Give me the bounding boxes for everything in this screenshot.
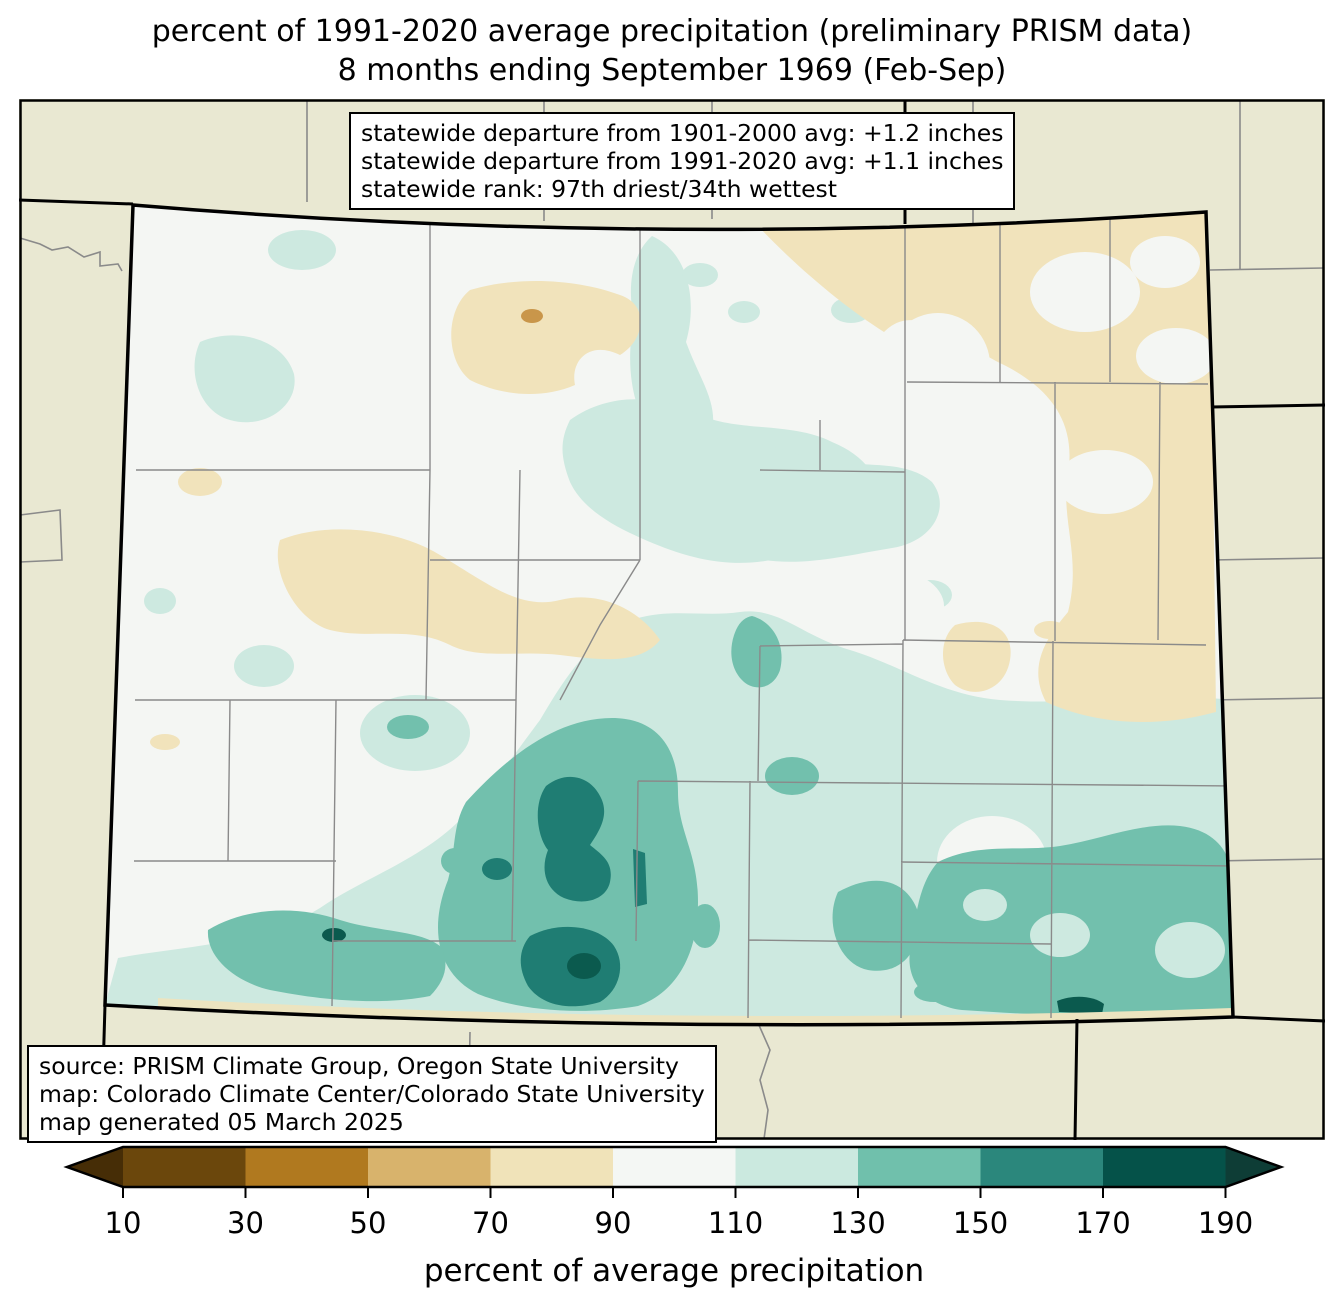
contour-90-110 xyxy=(1136,328,1216,384)
source-line-3: map generated 05 March 2025 xyxy=(39,1108,404,1136)
tick-label-90: 90 xyxy=(595,1206,632,1240)
colorbar-segment xyxy=(368,1147,491,1187)
colorbar-arrow-under xyxy=(67,1147,123,1187)
contour-150-170 xyxy=(482,858,512,880)
statewide-stats-box: statewide departure from 1901-2000 avg: … xyxy=(349,112,1016,210)
contour-70-90 xyxy=(451,280,641,395)
contour-90-110 xyxy=(1130,236,1200,288)
contour-170-190 xyxy=(567,953,601,979)
tick-label-10: 10 xyxy=(105,1206,142,1240)
contour-130-150 xyxy=(387,715,429,739)
contour-70-90 xyxy=(1034,621,1066,639)
contour-110-130 xyxy=(234,645,294,687)
contour-110-130 xyxy=(144,588,176,614)
contour-70-90 xyxy=(745,208,1216,723)
tick-label-150: 150 xyxy=(953,1206,1008,1240)
contour-70-90 xyxy=(150,734,180,750)
tick-label-50: 50 xyxy=(350,1206,387,1240)
contour-170-190 xyxy=(322,928,346,942)
colorbar-segments xyxy=(67,1147,1281,1187)
contour-110-130 xyxy=(728,301,760,323)
contour-110-130-holes xyxy=(963,889,1225,978)
title-line-1: percent of 1991-2020 average precipitati… xyxy=(151,14,1193,49)
contour-90-110 xyxy=(820,568,944,644)
contour-90-110 xyxy=(886,313,990,417)
colorbar-segment xyxy=(613,1147,736,1187)
colorbar-segment xyxy=(245,1147,368,1187)
tick-label-70: 70 xyxy=(472,1206,509,1240)
tick-label-190: 190 xyxy=(1198,1206,1253,1240)
contour-70-90 xyxy=(178,468,222,496)
contour-70-90 xyxy=(942,621,1011,692)
contour-130-150 xyxy=(914,982,954,1002)
colorado-county-lines xyxy=(134,216,1233,1019)
figure-title: percent of 1991-2020 average precipitati… xyxy=(0,12,1344,90)
colorbar-segment xyxy=(123,1147,246,1187)
contour-130-150 xyxy=(832,880,920,971)
contour-110-130 xyxy=(268,230,336,270)
contour-170-190-group xyxy=(322,928,1104,1014)
contour-90-110 xyxy=(1057,450,1153,514)
colorbar-segment xyxy=(858,1147,981,1187)
contour-70-90 xyxy=(277,529,660,660)
colorbar-arrow-over xyxy=(1225,1147,1281,1187)
contour-170-190 xyxy=(1057,996,1104,1014)
contour-70-90-group xyxy=(150,208,1216,750)
contour-130-150 xyxy=(207,910,446,1002)
colorbar-segment xyxy=(490,1147,613,1187)
contour-110-130 xyxy=(1155,922,1225,978)
contour-130-150 xyxy=(731,616,782,688)
contour-110-130 xyxy=(660,438,940,562)
stats-line-2: statewide departure from 1991-2020 avg: … xyxy=(361,147,1004,175)
contour-110-130 xyxy=(194,335,295,423)
contour-110-130 xyxy=(963,889,1007,921)
contour-130-150 xyxy=(690,904,720,948)
stats-line-3: statewide rank: 97th driest/34th wettest xyxy=(361,175,838,203)
contour-150-170 xyxy=(633,849,647,907)
contour-130-150 xyxy=(441,848,469,874)
source-line-2: map: Colorado Climate Center/Colorado St… xyxy=(39,1080,705,1108)
contour-150-170 xyxy=(537,776,611,902)
tick-label-110: 110 xyxy=(708,1206,763,1240)
contour-90-110 xyxy=(1030,252,1140,332)
colorbar-segment xyxy=(980,1147,1103,1187)
tick-label-130: 130 xyxy=(830,1206,885,1240)
source-attribution-box: source: PRISM Climate Group, Oregon Stat… xyxy=(27,1045,717,1143)
precipitation-map xyxy=(19,99,1325,1140)
colorbar-ticks xyxy=(122,1187,1227,1198)
source-line-1: source: PRISM Climate Group, Oregon Stat… xyxy=(39,1052,679,1080)
title-line-2: 8 months ending September 1969 (Feb-Sep) xyxy=(337,53,1007,88)
contour-110-130 xyxy=(1030,913,1090,957)
colorbar-axis-label: percent of average precipitation xyxy=(424,1253,924,1289)
tick-label-170: 170 xyxy=(1075,1206,1130,1240)
colorbar-tick-labels: 10 30 50 70 90 110 130 150 170 190 xyxy=(105,1206,1254,1240)
colorbar-segment xyxy=(735,1147,858,1187)
colorbar-segment xyxy=(1103,1147,1226,1187)
colorbar: 10 30 50 70 90 110 130 150 170 190 perce… xyxy=(63,1145,1285,1289)
stats-line-1: statewide departure from 1901-2000 avg: … xyxy=(361,119,1004,147)
contour-110-130 xyxy=(630,236,714,449)
tick-label-30: 30 xyxy=(227,1206,264,1240)
colorado-state-border xyxy=(103,203,1235,1027)
contour-110-130 xyxy=(682,263,718,287)
contour-130-150 xyxy=(765,757,819,795)
contour-50-70-spot xyxy=(521,309,543,323)
